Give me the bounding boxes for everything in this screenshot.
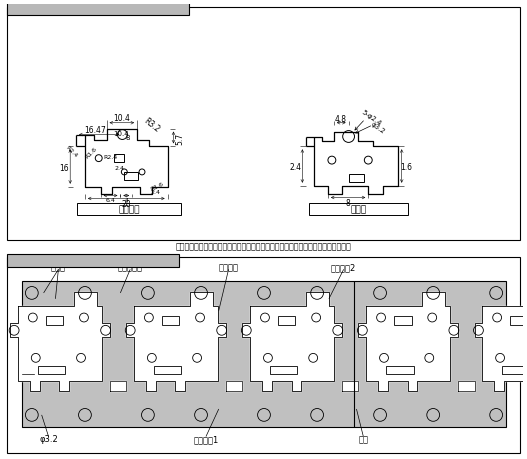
Bar [154,366,181,374]
Text: 1.6: 1.6 [401,162,413,171]
Bar [7,2,189,16]
Text: 4: 4 [124,197,128,202]
Bar [114,155,124,163]
Text: 16.47: 16.47 [84,126,105,135]
Bar [38,366,65,374]
Bar [77,204,181,216]
Text: 6.4: 6.4 [105,197,115,202]
Polygon shape [10,292,110,392]
Text: 2.4: 2.4 [289,162,301,171]
Polygon shape [126,292,226,392]
Bar [124,173,138,180]
Bar [22,281,506,427]
Bar [502,366,527,374]
Bar [270,366,297,374]
Text: パイロット: パイロット [118,263,143,272]
Bar [7,254,179,268]
Polygon shape [458,381,474,392]
Text: 28: 28 [122,200,131,208]
Text: R2.4: R2.4 [64,145,78,159]
Text: φ3.2: φ3.2 [39,434,58,443]
Text: 【図2】ストリップレイアウト: 【図2】ストリップレイアウト [48,256,137,266]
Text: 【図1】製品形状と抜き寸法: 【図1】製品形状と抜き寸法 [56,4,138,14]
Text: R1.6: R1.6 [149,181,164,191]
Bar [278,316,296,326]
Text: 2.4: 2.4 [151,190,161,195]
Text: φ3.2: φ3.2 [370,120,386,134]
Bar [309,204,407,216]
Text: 16: 16 [60,163,69,172]
Text: 5-φ2.4: 5-φ2.4 [360,109,382,127]
Text: 切り欠き2: 切り欠き2 [331,263,356,272]
Polygon shape [474,292,527,392]
Polygon shape [341,381,358,392]
Polygon shape [226,381,242,392]
Text: R2.4: R2.4 [103,154,118,159]
Text: 角穴抜き: 角穴抜き [219,263,239,272]
Bar [162,316,179,326]
Bar [386,366,414,374]
Text: 穴抜き: 穴抜き [51,263,66,272]
Polygon shape [110,381,126,392]
Text: 外形寸法: 外形寸法 [119,205,140,214]
Polygon shape [242,292,341,392]
Text: 穴寸法: 穴寸法 [350,205,366,214]
Text: 10.4: 10.4 [113,130,129,136]
Text: 8: 8 [345,198,350,207]
Text: 8: 8 [125,134,130,140]
Text: 5.7: 5.7 [175,132,184,144]
Bar [7,257,520,453]
Text: 4.8: 4.8 [335,115,347,124]
Text: 分断: 分断 [358,434,368,443]
Text: （注）寸法は周長がわかるように示してあるので、普通の寸法記入とは違います。: （注）寸法は周長がわかるように示してあるので、普通の寸法記入とは違います。 [175,242,351,251]
Polygon shape [358,292,458,392]
Text: 10.4: 10.4 [113,114,130,123]
Text: R3.2: R3.2 [142,117,161,134]
Text: 切り欠き1: 切り欠き1 [193,434,219,443]
Bar [510,316,527,326]
Bar [394,316,412,326]
Bar [46,316,63,326]
Bar [7,8,520,240]
Bar [348,174,364,182]
Text: 2.4: 2.4 [114,166,124,171]
Text: R1.6: R1.6 [84,146,97,160]
